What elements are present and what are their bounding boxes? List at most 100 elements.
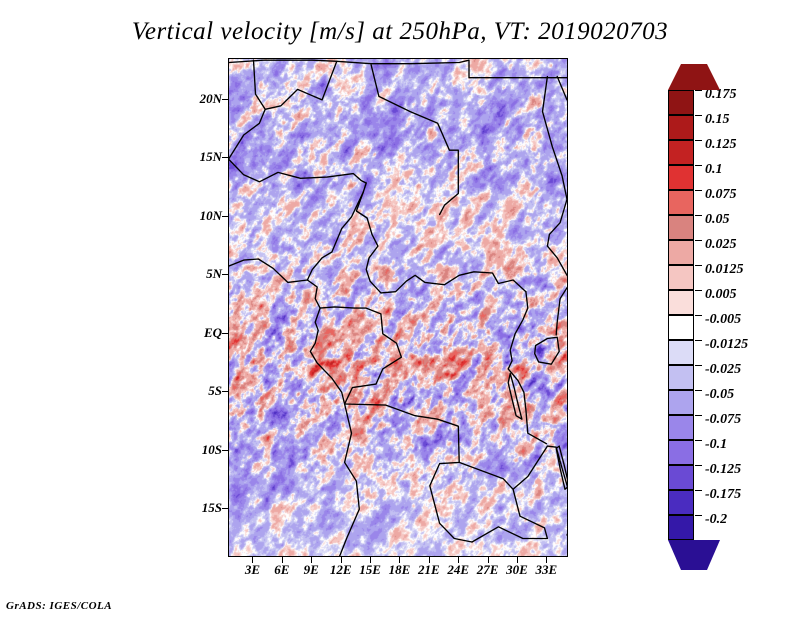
- colorbar-label: -0.05: [705, 387, 735, 402]
- latitude-tick-label: 5S: [208, 383, 222, 399]
- longitude-tick-label: 15E: [359, 562, 381, 577]
- colorbar-swatch: [668, 490, 694, 515]
- longitude-tick-mark: [428, 557, 430, 563]
- latitude-tick-label: 20N: [199, 90, 222, 106]
- colorbar-tick-mark: [695, 165, 702, 166]
- longitude-tick-mark: [370, 557, 372, 563]
- colorbar-swatch: [668, 340, 694, 365]
- latitude-tick-mark: [222, 449, 228, 451]
- colorbar-bottom-arrow-icon: [668, 540, 720, 570]
- longitude-tick-mark: [311, 557, 313, 563]
- longitude-tick-mark: [281, 557, 283, 563]
- latitude-tick-mark: [222, 98, 228, 100]
- colorbar-top-arrow-icon: [668, 64, 720, 90]
- colorbar-tick-mark: [695, 290, 702, 291]
- attribution-footer: GrADS: IGES/COLA: [6, 600, 113, 612]
- colorbar-tick-mark: [695, 240, 702, 241]
- border-polyline: [555, 286, 567, 336]
- colorbar-tick-mark: [695, 190, 702, 191]
- colorbar-tick-mark: [695, 265, 702, 266]
- colorbar-swatch: [668, 240, 694, 265]
- colorbar-tick-mark: [695, 415, 702, 416]
- colorbar-swatch: [668, 515, 694, 540]
- latitude-tick-mark: [222, 332, 228, 334]
- latitude-tick-mark: [222, 391, 228, 393]
- latitude-tick-mark: [222, 157, 228, 159]
- latitude-tick-mark: [222, 215, 228, 217]
- map-plot-area: [228, 58, 568, 557]
- border-polyline: [507, 291, 548, 445]
- colorbar-label: -0.125: [705, 462, 742, 477]
- colorbar-label: -0.075: [705, 412, 742, 427]
- longitude-tick-mark: [340, 557, 342, 563]
- border-polyline: [319, 306, 403, 405]
- colorbar-tick-mark: [695, 340, 702, 341]
- longitude-tick-label: 21E: [417, 562, 440, 577]
- border-polyline: [546, 245, 567, 277]
- longitude-tick-mark: [399, 557, 401, 563]
- colorbar-tick-mark: [695, 515, 702, 516]
- colorbar-tick-mark: [695, 115, 702, 116]
- border-polyline: [534, 336, 560, 365]
- latitude-tick-mark: [222, 274, 228, 276]
- border-polyline: [229, 59, 567, 79]
- border-polyline: [306, 191, 364, 281]
- colorbar-label: -0.175: [705, 487, 742, 502]
- longitude-tick-label: 12E: [329, 562, 352, 577]
- colorbar-label: 0.15: [705, 112, 730, 127]
- longitude-tick-label: 18E: [388, 562, 411, 577]
- latitude-tick-label: 15N: [199, 149, 222, 165]
- longitude-tick-label: 3E: [244, 562, 261, 577]
- latitude-tick-label: EQ: [203, 324, 222, 340]
- colorbar-label: 0.025: [705, 237, 737, 252]
- border-polyline: [555, 445, 567, 490]
- latitude-tick-label: 5N: [206, 266, 222, 282]
- longitude-tick-label: 6E: [274, 562, 290, 577]
- colorbar-tick-mark: [695, 490, 702, 491]
- colorbar-tick-mark: [695, 440, 702, 441]
- colorbar: 0.175 0.15 0.125 0.1 0.075 0.05 0.025 0.0125 0.0…: [668, 58, 800, 570]
- longitude-tick-label: 24E: [447, 562, 470, 577]
- border-polyline: [355, 182, 379, 282]
- vertical-velocity-field: [229, 59, 567, 556]
- border-polyline: [229, 108, 266, 160]
- colorbar-swatch: [668, 415, 694, 440]
- colorbar-swatch: [668, 165, 694, 190]
- border-polyline: [229, 258, 360, 556]
- colorbar-swatch: [668, 140, 694, 165]
- border-polyline: [458, 461, 549, 543]
- colorbar-label: -0.005: [705, 312, 742, 327]
- colorbar-label: -0.2: [705, 512, 728, 527]
- longitude-tick-mark: [546, 557, 548, 563]
- colorbar-swatch: [668, 215, 694, 240]
- colorbar-label: -0.0125: [705, 337, 749, 352]
- latitude-tick-label: 15S: [201, 500, 222, 516]
- latitude-tick-label: 10N: [199, 207, 222, 223]
- border-polyline: [507, 372, 523, 420]
- longitude-tick-label: 33E: [535, 562, 558, 577]
- colorbar-tick-mark: [695, 390, 702, 391]
- colorbar-label: 0.05: [705, 212, 730, 227]
- border-polyline: [252, 59, 338, 110]
- colorbar-label: 0.005: [705, 287, 737, 302]
- colorbar-swatch: [668, 190, 694, 215]
- colorbar-swatch: [668, 440, 694, 465]
- longitude-tick-mark: [458, 557, 460, 563]
- longitude-tick-mark: [517, 557, 518, 563]
- colorbar-tick-mark: [695, 90, 702, 91]
- colorbar-swatch: [668, 290, 694, 315]
- longitude-tick-label: 9E: [303, 562, 319, 577]
- colorbar-tick-mark: [695, 365, 702, 366]
- latitude-tick-mark: [222, 508, 228, 510]
- colorbar-tick-mark: [695, 140, 702, 141]
- colorbar-swatch: [668, 390, 694, 415]
- colorbar-tick-mark: [695, 315, 702, 316]
- border-polyline: [541, 75, 567, 247]
- border-polyline: [512, 445, 567, 536]
- border-polyline: [370, 64, 459, 216]
- colorbar-swatch: [668, 315, 694, 340]
- border-polyline: [556, 75, 567, 101]
- colorbar-swatch: [668, 365, 694, 390]
- border-polyline: [229, 158, 367, 184]
- colorbar-label: -0.1: [705, 437, 728, 452]
